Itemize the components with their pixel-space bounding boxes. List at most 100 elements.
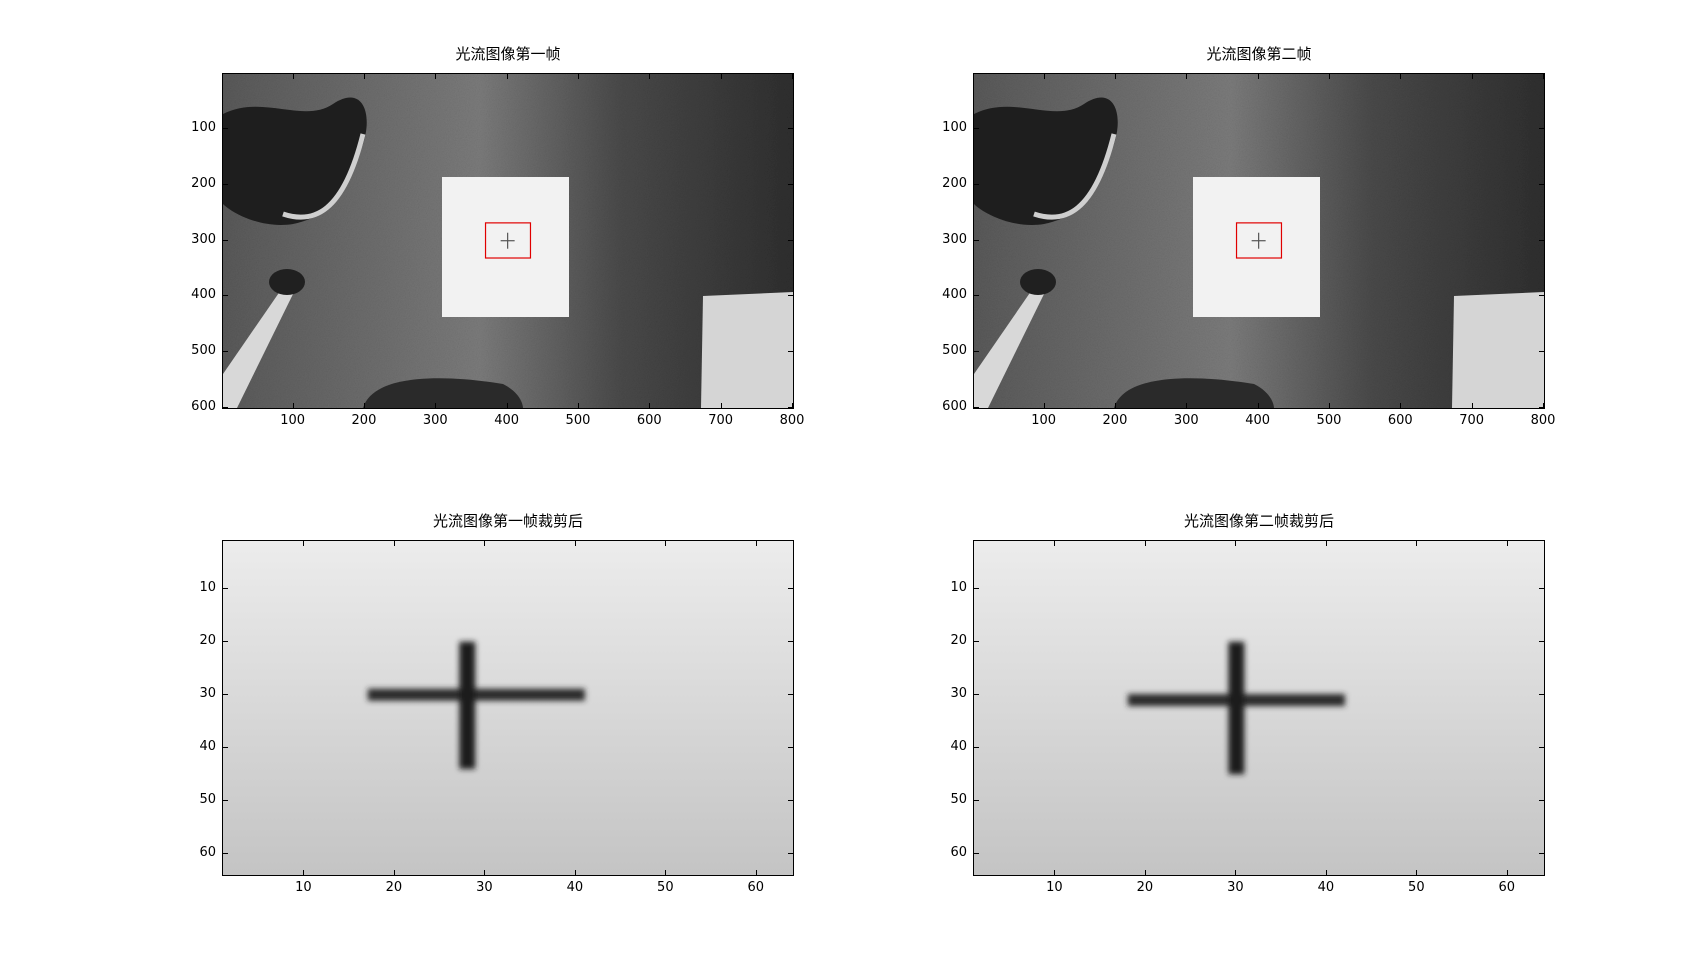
y-tick-mark xyxy=(788,852,793,854)
x-tick-label: 400 xyxy=(1245,413,1271,428)
x-tick-mark xyxy=(484,541,486,546)
y-tick-label: 400 xyxy=(942,287,967,303)
x-tick-label: 600 xyxy=(1387,413,1413,428)
y-tick-mark xyxy=(974,183,979,185)
y-tick-mark xyxy=(788,640,793,642)
y-tick-label: 500 xyxy=(942,343,967,359)
y-tick-mark xyxy=(974,407,979,408)
y-tick-mark xyxy=(1539,852,1544,854)
y-tick-mark xyxy=(788,183,793,185)
y-tick-mark xyxy=(974,852,979,854)
x-tick-mark xyxy=(1144,870,1146,875)
y-tick-mark xyxy=(223,746,228,748)
x-tick-mark xyxy=(1054,870,1056,875)
x-tick-mark xyxy=(393,541,395,546)
x-tick-label: 700 xyxy=(1459,413,1485,428)
y-tick-mark xyxy=(974,640,979,642)
y-tick-label: 300 xyxy=(191,231,216,247)
subplot-frame1: 光流图像第一帧 xyxy=(191,45,804,428)
y-tick-mark xyxy=(1539,128,1544,130)
y-tick-mark xyxy=(788,799,793,801)
x-tick-mark xyxy=(649,74,651,79)
y-tick-mark xyxy=(223,799,228,801)
x-tick-mark xyxy=(577,403,579,408)
y-tick-label: 200 xyxy=(942,175,967,191)
y-tick-mark xyxy=(1539,239,1544,241)
x-tick-label: 10 xyxy=(1046,880,1063,895)
x-tick-label: 10 xyxy=(295,880,312,895)
y-tick-mark xyxy=(223,239,228,241)
x-tick-label: 600 xyxy=(636,413,662,428)
y-tick-label: 10 xyxy=(199,579,216,595)
x-tick-label: 20 xyxy=(1136,880,1154,895)
x-tick-mark xyxy=(303,541,305,546)
subplot-crop2: 光流图像第二帧裁剪后 10 20 30 40 50 60 10 20 30 40 50 60 xyxy=(950,512,1545,895)
x-tick-mark xyxy=(1054,541,1056,546)
y-tick-mark xyxy=(974,746,979,748)
y-tick-mark xyxy=(223,295,228,297)
x-tick-mark xyxy=(1114,403,1116,408)
image-axes xyxy=(222,540,794,876)
x-tick-label: 300 xyxy=(422,413,448,428)
image-axes xyxy=(973,73,1545,409)
y-tick-mark xyxy=(223,587,228,589)
x-tick-label: 300 xyxy=(1173,413,1199,428)
x-tick-mark xyxy=(665,541,667,546)
roi-box xyxy=(484,222,532,259)
y-tick-mark xyxy=(223,351,228,353)
y-tick-mark xyxy=(1539,351,1544,353)
y-tick-mark xyxy=(1539,183,1544,185)
image-axes xyxy=(222,73,794,409)
y-tick-mark xyxy=(788,128,793,130)
y-tick-mark xyxy=(788,587,793,589)
x-tick-mark xyxy=(1471,403,1473,408)
y-tick-label: 500 xyxy=(191,343,216,359)
y-tick-label: 400 xyxy=(191,287,216,303)
roi-box xyxy=(1235,222,1283,259)
x-tick-mark xyxy=(1043,74,1045,79)
x-tick-mark xyxy=(435,74,437,79)
x-tick-mark xyxy=(720,74,722,79)
y-tick-label: 50 xyxy=(950,791,967,807)
x-tick-mark xyxy=(393,870,395,875)
x-tick-mark xyxy=(649,403,651,408)
y-tick-mark xyxy=(974,295,979,297)
y-tick-mark xyxy=(788,239,793,241)
y-tick-mark xyxy=(1539,295,1544,297)
x-tick-mark xyxy=(292,74,294,79)
x-tick-label: 50 xyxy=(657,880,674,895)
x-tick-label: 40 xyxy=(566,880,584,895)
subplot-title: 光流图像第一帧裁剪后 xyxy=(432,512,583,530)
cross-vertical-bar xyxy=(1228,641,1245,775)
y-tick-label: 10 xyxy=(950,579,967,595)
x-tick-mark xyxy=(755,541,757,546)
y-tick-label: 100 xyxy=(191,120,216,136)
x-tick-mark xyxy=(506,74,508,79)
x-tick-mark xyxy=(363,74,365,79)
cross-horizontal-bar xyxy=(367,688,585,701)
x-tick-mark xyxy=(1144,541,1146,546)
x-tick-label: 50 xyxy=(1408,880,1425,895)
y-tick-label: 40 xyxy=(950,738,967,754)
y-tick-mark xyxy=(1539,693,1544,695)
x-tick-label: 200 xyxy=(351,413,377,428)
x-tick-mark xyxy=(484,870,486,875)
y-tick-mark xyxy=(223,852,228,854)
x-tick-mark xyxy=(292,403,294,408)
y-tick-label: 600 xyxy=(191,399,216,414)
y-tick-label: 60 xyxy=(199,844,216,860)
y-tick-mark xyxy=(974,799,979,801)
y-tick-mark xyxy=(223,693,228,695)
x-tick-mark xyxy=(1506,541,1508,546)
x-tick-mark xyxy=(1328,74,1330,79)
x-tick-mark xyxy=(1043,403,1045,408)
cross-vertical-bar xyxy=(459,641,476,769)
x-tick-mark xyxy=(435,403,437,408)
x-tick-label: 100 xyxy=(1031,413,1057,428)
x-tick-label: 100 xyxy=(280,413,306,428)
y-tick-mark xyxy=(974,128,979,130)
x-tick-label: 400 xyxy=(494,413,520,428)
y-tick-mark xyxy=(974,693,979,695)
y-tick-mark xyxy=(974,351,979,353)
x-tick-label: 40 xyxy=(1317,880,1335,895)
